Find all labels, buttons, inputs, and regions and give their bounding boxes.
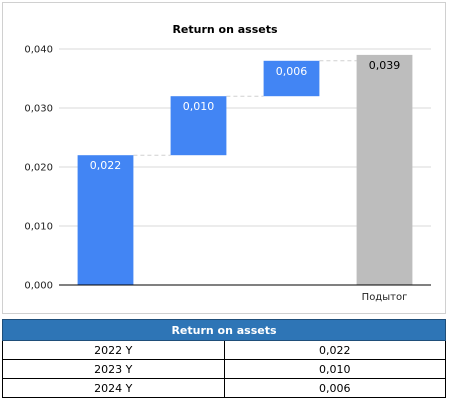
row-value: 0,006 xyxy=(223,378,446,398)
y-tick-label: 0,000 xyxy=(24,281,53,292)
chart-frame: Return on assets 0,022 0,010 0,006 0,039 0,… xyxy=(2,2,446,314)
x-tick-label: Подытог xyxy=(362,292,408,303)
increase-bar xyxy=(170,96,227,156)
y-tick-label: 0,010 xyxy=(24,222,53,233)
table-row: 2024 Y 0,006 xyxy=(2,378,446,398)
table-header-row: Return on assets xyxy=(2,319,446,341)
table-row: 2022 Y 0,022 xyxy=(2,340,446,360)
data-table-container: Return on assets 2022 Y 0,022 2023 Y 0,0… xyxy=(2,319,446,398)
data-label: 0,006 xyxy=(276,65,308,78)
y-tick-label: 0,020 xyxy=(24,163,53,174)
data-label: 0,039 xyxy=(369,59,401,72)
row-label: 2023 Y xyxy=(2,359,225,379)
chart-title: Return on assets xyxy=(172,23,278,36)
table-row: 2023 Y 0,010 xyxy=(2,359,446,379)
row-label: 2022 Y xyxy=(2,340,225,360)
waterfall-chart: Return on assets 0,022 0,010 0,006 0,039 0,… xyxy=(24,23,431,303)
row-value: 0,010 xyxy=(223,359,446,379)
increase-bar xyxy=(77,155,134,285)
increase-bar xyxy=(263,60,320,97)
data-table: Return on assets 2022 Y 0,022 2023 Y 0,0… xyxy=(2,319,446,398)
data-label: 0,022 xyxy=(90,159,122,172)
y-tick-label: 0,030 xyxy=(24,104,53,115)
data-label: 0,010 xyxy=(183,100,215,113)
y-tick-label: 0,040 xyxy=(24,45,53,56)
total-bar xyxy=(356,54,413,286)
row-value: 0,022 xyxy=(223,340,446,360)
row-label: 2024 Y xyxy=(2,378,225,398)
table-header: Return on assets xyxy=(2,319,446,341)
